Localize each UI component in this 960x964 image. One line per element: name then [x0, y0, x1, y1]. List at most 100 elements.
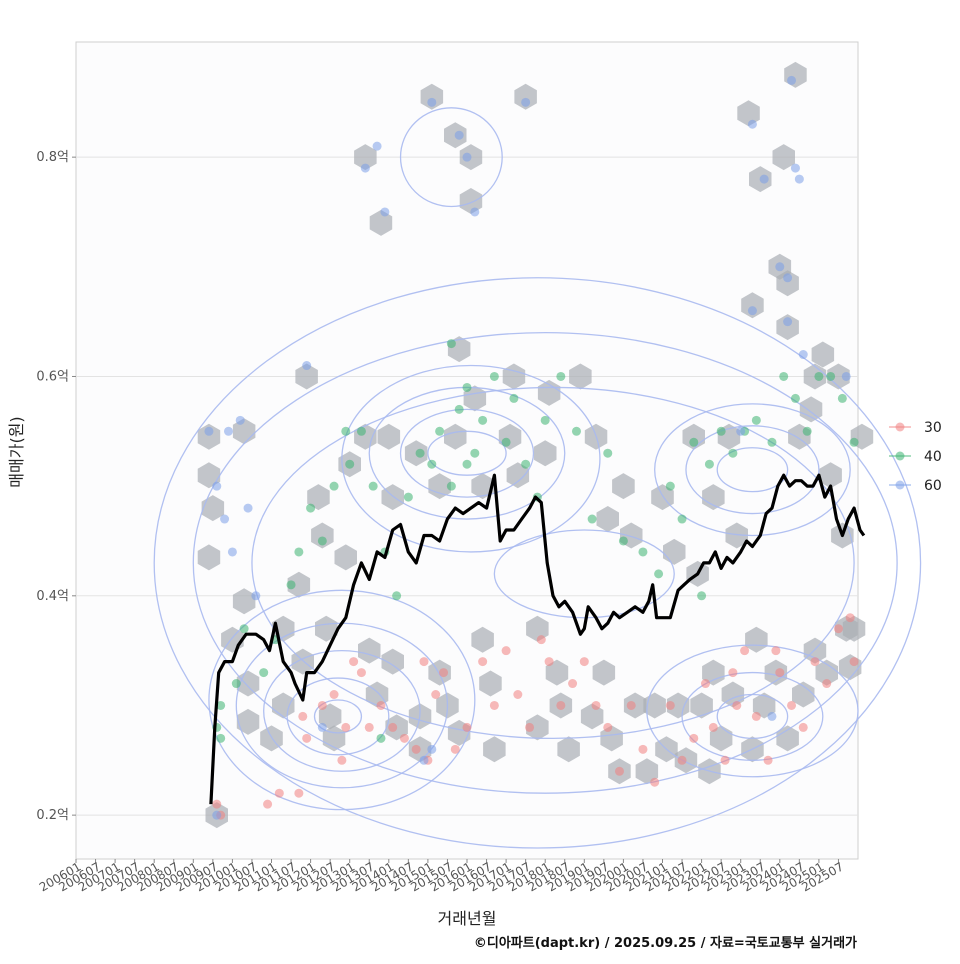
hexbin: [745, 626, 768, 653]
hexbin: [737, 100, 760, 127]
point-30: [626, 700, 636, 710]
density-contours: [153, 107, 922, 849]
hexbin: [776, 270, 799, 297]
point-40: [446, 339, 456, 349]
point-30: [579, 657, 589, 667]
point-40: [665, 481, 675, 491]
hexbin: [358, 637, 381, 664]
point-40: [376, 733, 386, 743]
point-40: [571, 426, 581, 436]
point-30: [689, 733, 699, 743]
density-contour: [646, 644, 859, 778]
legend: 30 40 60: [889, 420, 942, 494]
hexbin: [533, 440, 557, 467]
point-40: [356, 426, 366, 436]
point-40: [294, 547, 304, 557]
hexbin: [197, 544, 221, 571]
point-40: [826, 371, 836, 381]
point-40: [697, 591, 707, 601]
point-40: [556, 371, 566, 381]
hexbin: [307, 484, 330, 511]
point-40: [814, 371, 824, 381]
source-caption: ©디아파트(dapt.kr) / 2025.09.25 / 자료=국토교통부 실…: [474, 935, 857, 951]
point-30: [356, 668, 366, 678]
hexbin: [600, 725, 623, 752]
hexbin: [725, 522, 748, 549]
point-40: [341, 426, 351, 436]
point-60: [521, 97, 531, 107]
series-30: [212, 613, 859, 820]
hexbin: [428, 473, 451, 500]
point-30: [513, 690, 523, 700]
point-40: [392, 591, 402, 601]
point-40: [470, 448, 480, 458]
point-30: [763, 755, 773, 765]
point-30: [419, 657, 429, 667]
point-30: [376, 700, 386, 710]
point-40: [259, 668, 269, 678]
point-60: [317, 722, 327, 732]
point-30: [411, 744, 421, 754]
hexbin: [776, 725, 799, 752]
point-40: [587, 514, 597, 524]
hexbin: [420, 83, 444, 110]
hexbin: [741, 292, 764, 319]
point-60: [783, 273, 793, 283]
point-30: [388, 722, 398, 732]
trend-line: [209, 473, 866, 805]
hexbin: [315, 615, 338, 642]
point-60: [235, 415, 245, 425]
hexbin: [776, 314, 799, 341]
point-40: [837, 393, 847, 403]
point-40: [638, 547, 648, 557]
point-30: [720, 755, 730, 765]
point-60: [790, 163, 800, 173]
hexbin: [471, 473, 494, 500]
point-60: [798, 350, 808, 360]
point-60: [454, 130, 464, 140]
hexbin: [752, 692, 776, 719]
point-30: [439, 668, 449, 678]
point-30: [751, 711, 761, 721]
point-40: [317, 536, 327, 546]
point-40: [216, 733, 226, 743]
point-40: [462, 459, 472, 469]
hexbin: [815, 659, 838, 686]
point-60: [775, 262, 785, 272]
point-60: [767, 711, 777, 721]
point-60: [223, 426, 233, 436]
point-40: [427, 459, 437, 469]
series-60: [204, 75, 851, 820]
point-40: [478, 415, 488, 425]
hexbin: [612, 473, 635, 500]
point-30: [294, 788, 304, 798]
point-60: [360, 163, 370, 173]
point-30: [525, 722, 535, 732]
point-30: [708, 722, 718, 732]
hexbin: [514, 83, 537, 110]
point-30: [462, 722, 472, 732]
point-60: [419, 755, 429, 765]
point-40: [345, 459, 355, 469]
point-40: [501, 437, 511, 447]
legend-key-point: [895, 480, 905, 490]
point-40: [368, 481, 378, 491]
hexbin: [197, 423, 221, 450]
point-60: [227, 547, 237, 557]
point-40: [435, 426, 445, 436]
point-30: [732, 700, 742, 710]
point-30: [364, 722, 374, 732]
hexbin: [444, 423, 467, 450]
hexbin: [592, 659, 616, 686]
hexbin: [526, 714, 549, 741]
point-60: [470, 207, 480, 217]
point-60: [302, 361, 312, 371]
point-30: [341, 722, 351, 732]
density-contour: [263, 649, 421, 772]
point-60: [251, 591, 261, 601]
point-30: [798, 722, 808, 732]
hexbin: [479, 670, 502, 697]
point-60: [427, 744, 437, 754]
x-axis-title: 거래년월: [438, 909, 497, 928]
